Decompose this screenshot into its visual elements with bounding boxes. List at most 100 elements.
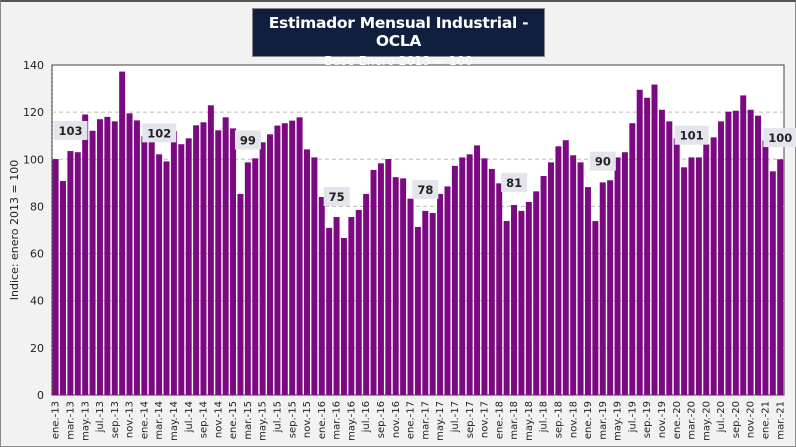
bar [503,221,510,395]
bar [252,158,259,395]
x-tick-label: may.-13 [80,401,91,441]
x-tick-label: nov.-14 [213,401,224,438]
bar [769,171,776,395]
y-tick-label: 20 [30,342,44,355]
chart-title: Estimador Mensual Industrial - OCLA [268,14,529,50]
bar [274,125,281,395]
y-tick-label: 80 [30,200,44,213]
bar [496,183,503,395]
x-tick-label: jul.-13 [95,401,106,433]
bar [237,193,244,395]
x-tick-label: jul.-18 [539,401,550,433]
bar [52,159,59,395]
bar [636,89,643,395]
bar [363,193,370,395]
bar [540,176,547,395]
x-tick-label: sep.-19 [642,401,653,438]
bar [178,144,185,395]
bar [518,210,525,395]
x-tick-label: may.-14 [169,401,180,441]
bar [244,162,251,395]
bar [474,145,481,395]
x-tick-label: nov.-19 [657,401,668,438]
bar [444,186,451,395]
bar [747,109,754,396]
bar [67,151,74,395]
bar [607,180,614,395]
annotation-label: 103 [58,124,82,138]
x-tick-label: jul.-20 [716,401,727,433]
y-tick-label: 40 [30,295,44,308]
y-axis-title: Indice: enero 2013 = 100 [8,160,21,301]
x-tick-label: nov.-18 [568,401,579,438]
bar [511,205,518,395]
x-tick-label: sep.-13 [110,401,121,438]
y-tick-label: 100 [23,153,44,166]
bar [651,84,658,396]
bar [170,131,177,395]
bar [422,210,429,395]
annotation-box [53,121,88,140]
x-tick-label: nov.-15 [302,401,313,438]
x-tick-label: jul.-17 [450,401,461,433]
x-tick-label: nov.-17 [480,401,491,438]
bar [193,125,200,395]
x-tick-label: may.-17 [435,401,446,441]
bar [614,157,621,395]
x-tick-label: may.-20 [701,401,712,441]
annotation-box [763,128,796,148]
bar [311,157,318,395]
x-tick-label: ene.-15 [228,401,239,439]
x-tick-label: may.-18 [524,401,535,441]
y-tick-label: 120 [23,106,44,119]
annotation-box [674,125,709,145]
x-tick-label: mar.-18 [509,401,520,440]
bar [74,152,81,395]
bar [681,167,688,395]
bar [577,162,584,395]
x-tick-label: may.-15 [258,401,269,441]
bar [259,142,266,395]
bar [710,137,717,395]
x-tick-label: sep.-15 [287,401,298,438]
bar [340,238,347,395]
chart-title-box: Estimador Mensual Industrial - OCLA - Ba… [252,8,545,68]
bar [370,169,377,395]
x-tick-label: sep.-18 [553,401,564,438]
bar [119,71,126,395]
bar [185,138,192,396]
annotation-label: 101 [680,129,704,143]
x-tick-label: mar.-13 [65,401,76,440]
bar [547,162,554,395]
bar [666,121,673,395]
x-tick-label: ene.-17 [406,401,417,439]
bar [200,122,207,396]
bar [451,165,458,395]
x-tick-label: mar.-19 [598,401,609,440]
bar [488,168,495,395]
bar [555,146,562,395]
bar [148,136,155,395]
bar [230,128,237,395]
x-tick-label: nov.-16 [391,401,402,438]
bar [762,140,769,395]
bar [222,117,229,395]
annotation-box [234,130,261,150]
bar [459,157,466,395]
bar [303,149,310,395]
bar [59,180,66,395]
bar [348,217,355,395]
bar [695,157,702,395]
x-tick-label: jul.-15 [273,401,284,433]
bar [207,105,214,396]
x-tick-label: mar.-17 [420,401,431,440]
bar [533,191,540,395]
bar [725,111,732,396]
bar [658,109,665,396]
x-tick-label: mar.-16 [332,401,343,440]
bar [644,97,651,395]
x-tick-label: nov.-20 [746,401,757,438]
y-tick-label: 140 [23,59,44,72]
bar [740,95,747,396]
x-tick-label: jul.-14 [184,401,195,433]
